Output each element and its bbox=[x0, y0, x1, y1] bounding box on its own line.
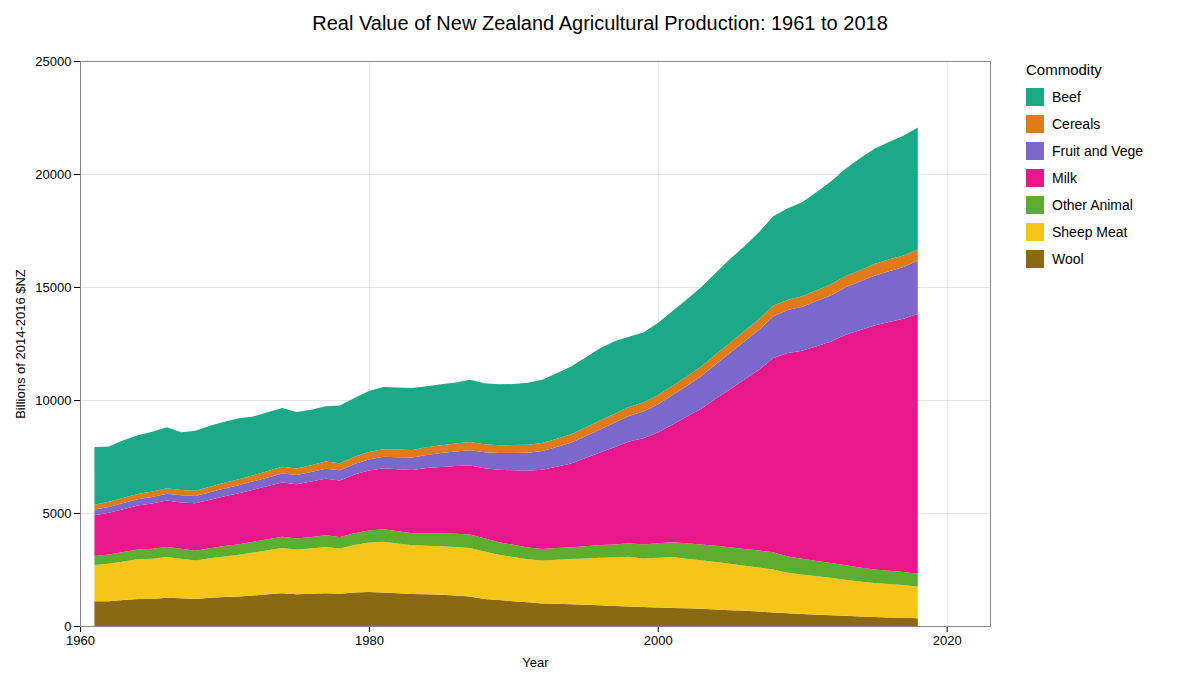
svg-text:5000: 5000 bbox=[43, 506, 72, 521]
svg-text:Billions of 2014-2016 $NZ: Billions of 2014-2016 $NZ bbox=[13, 269, 28, 419]
html-text:Wool: Wool bbox=[1052, 251, 1084, 267]
svg-text:Year: Year bbox=[522, 655, 549, 670]
svg-text:0: 0 bbox=[64, 619, 71, 634]
svg-text:2000: 2000 bbox=[644, 633, 673, 648]
svg-text:1960: 1960 bbox=[66, 633, 95, 648]
svg-text:1980: 1980 bbox=[355, 633, 384, 648]
svg-text:2020: 2020 bbox=[933, 633, 962, 648]
html-text:Beef: Beef bbox=[1052, 89, 1081, 105]
svg-text:25000: 25000 bbox=[35, 54, 71, 69]
html-text:Commodity: Commodity bbox=[1026, 61, 1102, 78]
html-text:Real Value of New Zealand Agri: Real Value of New Zealand Agricultural P… bbox=[312, 12, 888, 34]
html-text:Other Animal: Other Animal bbox=[1052, 197, 1133, 213]
svg-text:10000: 10000 bbox=[35, 393, 71, 408]
html-text:Fruit and Vege: Fruit and Vege bbox=[1052, 143, 1144, 159]
svg-text:15000: 15000 bbox=[35, 280, 71, 295]
svg-text:20000: 20000 bbox=[35, 167, 71, 182]
html-text:Cereals: Cereals bbox=[1052, 116, 1101, 132]
html-text:Sheep Meat: Sheep Meat bbox=[1052, 224, 1128, 240]
html-text:Milk: Milk bbox=[1052, 170, 1077, 186]
